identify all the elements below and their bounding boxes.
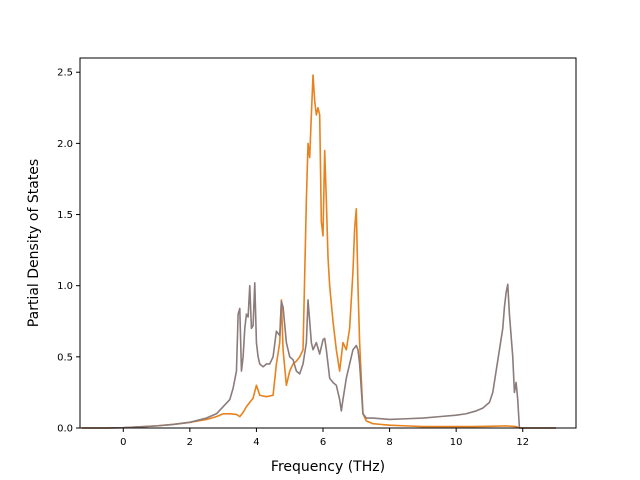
x-tick-label: 8 [386,437,392,448]
series-layer [81,74,557,429]
x-tick-label: 10 [450,437,463,448]
series-line-2 [81,282,557,429]
y-tick-label: 1.5 [57,210,73,221]
x-tick-label: 0 [120,437,126,448]
y-tick-label: 0.0 [57,424,73,435]
x-axis-label: Frequency (THz) [271,459,385,475]
x-tick-label: 4 [253,437,259,448]
series-line-1 [81,74,557,429]
y-tick-label: 2.5 [57,68,73,79]
plot-frame [79,57,577,429]
y-axis-label: Partial Density of States [26,159,42,327]
y-tick-label: 0.5 [57,352,73,363]
x-tick-label: 12 [516,437,529,448]
ticks-layer: 0 2 4 6 8 10 12 0.0 0.5 1.0 1.5 2.0 2.5 [57,68,529,448]
x-tick-label: 6 [320,437,326,448]
y-tick-label: 1.0 [57,281,73,292]
x-tick-label: 2 [187,437,193,448]
y-tick-label: 2.0 [57,139,73,150]
